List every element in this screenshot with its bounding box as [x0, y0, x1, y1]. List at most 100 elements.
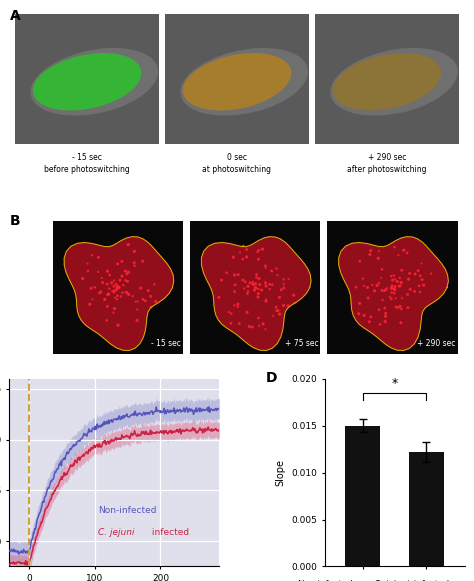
Point: [262, 281, 270, 290]
Point: [110, 282, 118, 291]
Point: [218, 275, 225, 285]
Point: [103, 302, 111, 311]
Point: [242, 277, 249, 286]
Point: [381, 303, 389, 313]
Point: [356, 257, 364, 266]
Point: [356, 299, 364, 308]
Point: [115, 283, 123, 292]
Point: [118, 288, 126, 297]
Point: [86, 300, 93, 309]
Point: [215, 293, 223, 302]
Point: [395, 282, 403, 291]
Ellipse shape: [330, 48, 458, 116]
Point: [119, 281, 127, 290]
Point: [387, 294, 395, 303]
Point: [375, 246, 383, 256]
Point: [266, 285, 273, 294]
Point: [392, 282, 399, 291]
Point: [111, 293, 119, 302]
Point: [115, 283, 123, 292]
Point: [234, 270, 242, 279]
Point: [262, 278, 269, 288]
Point: [142, 296, 149, 306]
Point: [84, 267, 92, 276]
Point: [262, 263, 270, 272]
Point: [262, 261, 269, 271]
Point: [114, 284, 121, 293]
Point: [225, 307, 232, 317]
Point: [382, 311, 389, 321]
Point: [411, 286, 419, 296]
Point: [87, 284, 95, 293]
Text: Non-infected: Non-infected: [98, 505, 156, 515]
Point: [396, 302, 404, 311]
Point: [104, 267, 111, 276]
Point: [243, 245, 251, 254]
Point: [383, 284, 391, 293]
Point: [84, 259, 91, 268]
Point: [239, 241, 247, 250]
Point: [147, 292, 155, 301]
Text: B: B: [9, 214, 20, 228]
Point: [395, 250, 402, 260]
Point: [418, 275, 426, 284]
Point: [394, 303, 402, 312]
Point: [280, 284, 288, 293]
Point: [223, 268, 230, 277]
Point: [113, 295, 121, 304]
Point: [133, 315, 141, 325]
Point: [145, 286, 152, 295]
Point: [255, 245, 263, 254]
Point: [360, 311, 368, 320]
Polygon shape: [201, 236, 311, 350]
Point: [114, 281, 122, 290]
Point: [277, 285, 285, 295]
Point: [258, 285, 265, 295]
Point: [285, 274, 292, 284]
Point: [123, 269, 131, 278]
Point: [397, 318, 405, 328]
Point: [251, 285, 258, 295]
Point: [284, 301, 292, 310]
Point: [390, 271, 398, 280]
Point: [131, 247, 138, 256]
Point: [374, 254, 382, 263]
Point: [94, 253, 102, 262]
Point: [259, 245, 266, 254]
Point: [391, 283, 399, 292]
Point: [259, 319, 267, 328]
Ellipse shape: [30, 48, 158, 116]
Point: [231, 280, 239, 289]
Text: C. jejuni: C. jejuni: [98, 528, 134, 537]
Point: [352, 282, 360, 292]
Point: [116, 275, 124, 285]
Point: [404, 290, 411, 299]
Point: [274, 306, 282, 315]
Text: *: *: [392, 377, 398, 390]
Point: [388, 288, 395, 297]
Point: [101, 295, 109, 304]
Point: [398, 304, 405, 314]
Point: [375, 305, 383, 314]
Text: - 15 sec
before photoswitching: - 15 sec before photoswitching: [44, 153, 130, 174]
Point: [121, 267, 129, 276]
FancyBboxPatch shape: [53, 221, 183, 354]
Point: [239, 254, 246, 264]
Point: [104, 290, 111, 299]
Text: - 15 sec: - 15 sec: [151, 339, 181, 348]
Point: [366, 250, 374, 259]
Point: [91, 283, 99, 292]
Point: [378, 286, 386, 295]
Point: [388, 281, 396, 290]
Point: [109, 308, 117, 317]
Point: [227, 318, 235, 328]
Point: [147, 302, 155, 311]
Text: Non-infected: Non-infected: [297, 580, 352, 581]
Point: [368, 280, 376, 289]
Point: [382, 309, 390, 318]
Point: [125, 290, 132, 299]
Point: [228, 309, 235, 318]
Point: [129, 292, 137, 301]
Bar: [345, 426, 380, 566]
Y-axis label: Slope: Slope: [275, 459, 285, 486]
